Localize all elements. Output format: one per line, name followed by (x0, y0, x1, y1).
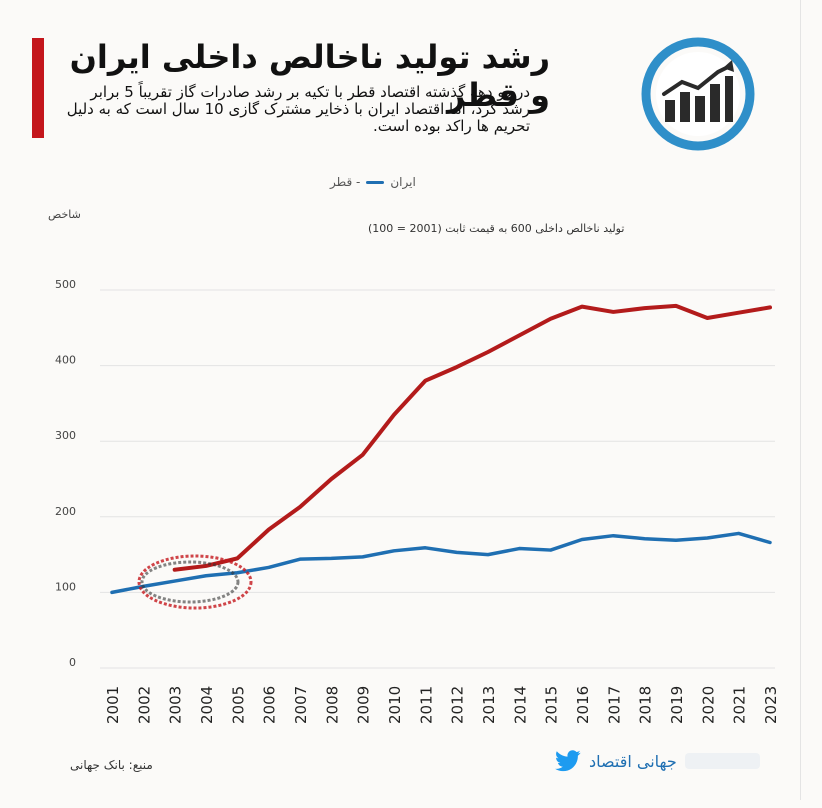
rising-bar-chart-icon (641, 37, 755, 151)
x-tick-label: 2015 (543, 686, 561, 724)
x-tick-label: 2009 (355, 686, 373, 724)
x-tick-label: 2014 (511, 686, 529, 724)
chart-note: تولید ناخالص داخلی 600 به قیمت ثابت (200… (368, 222, 624, 235)
x-tick-label: 2005 (229, 686, 247, 724)
x-tick-label: 2016 (574, 686, 592, 724)
y-tick-label: 100 (55, 580, 76, 593)
legend-qatar-label: - قطر (330, 175, 361, 189)
page-title: رشد تولید ناخالص داخلی ایران و قطر (69, 38, 550, 114)
y-tick-label: 300 (55, 429, 76, 442)
chart-legend: ایران - قطر (330, 175, 416, 189)
x-tick-label: 2019 (668, 686, 686, 724)
page-subtitle: در دو دهه گذشته اقتصاد قطر با تکیه بر رش… (66, 83, 530, 135)
brand-label: جهانی اقتصاد (589, 751, 677, 771)
series-line-qatar (172, 303, 772, 572)
title-accent-bar (32, 38, 44, 138)
x-tick-label: 2012 (449, 686, 467, 724)
x-tick-label: 2006 (261, 686, 279, 724)
x-tick-label: 2010 (386, 686, 404, 724)
series-line-iran (110, 531, 772, 595)
legend-iran-swatch (366, 180, 385, 184)
y-axis-label: شاخص (48, 208, 81, 221)
brand-blur (684, 753, 760, 769)
x-tick-label: 2013 (480, 686, 498, 724)
source-note: منبع: بانک جهانی (70, 758, 153, 772)
highlight-circle (137, 554, 253, 610)
x-tick-label: 2023 (762, 686, 780, 724)
brand-handle[interactable]: جهانی اقتصاد (555, 750, 760, 772)
y-tick-label: 200 (55, 505, 76, 518)
x-tick-label: 2003 (167, 686, 185, 724)
x-tick-label: 2004 (198, 686, 216, 724)
y-tick-label: 0 (69, 656, 76, 669)
x-tick-label: 2007 (292, 686, 310, 724)
legend-iran-label: ایران (390, 175, 416, 189)
x-tick-label: 2021 (731, 686, 749, 724)
x-tick-label: 2017 (605, 686, 623, 724)
y-tick-label: 400 (55, 354, 76, 367)
x-tick-label: 2011 (417, 686, 435, 724)
x-tick-label: 2020 (699, 686, 717, 724)
x-tick-label: 2008 (323, 686, 341, 724)
x-tick-label: 2018 (637, 686, 655, 724)
x-tick-label: 2002 (135, 686, 153, 724)
twitter-bird-icon (555, 750, 581, 772)
x-tick-label: 2001 (104, 686, 122, 724)
y-tick-label: 500 (55, 278, 76, 291)
